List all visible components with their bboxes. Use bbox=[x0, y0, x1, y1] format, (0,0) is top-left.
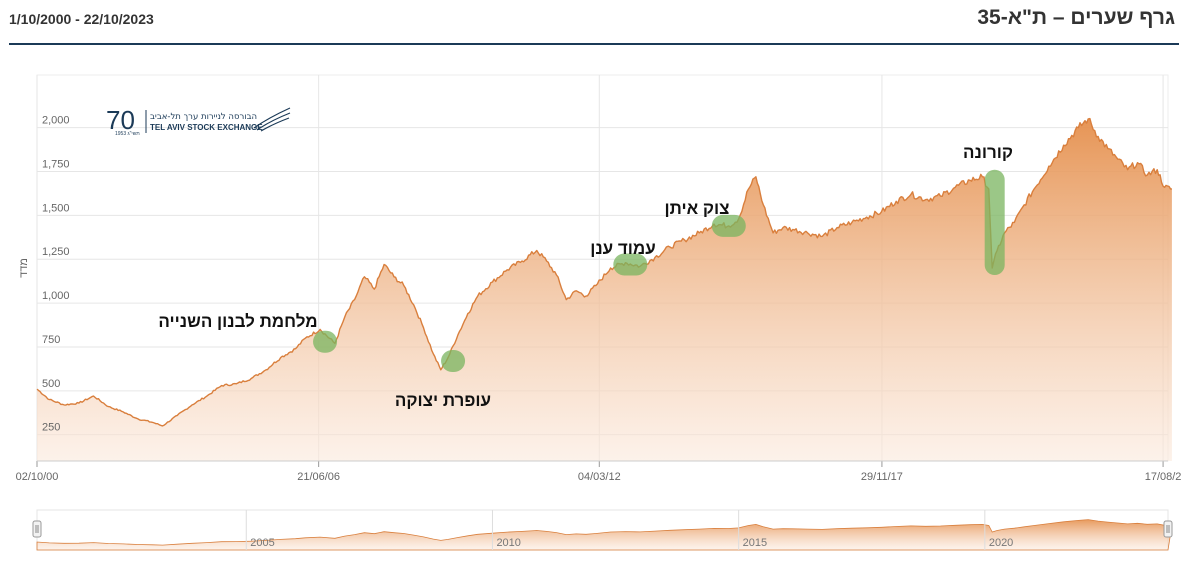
navigator-year-label: 2005 bbox=[250, 537, 274, 549]
x-tick-label: 02/10/00 bbox=[16, 471, 59, 483]
event-label: עמוד ענן bbox=[590, 239, 656, 258]
y-axis-label: מדד bbox=[18, 258, 30, 278]
chart-header: גרף שערים – ת"א-35 1/10/2000 - 22/10/202… bbox=[0, 0, 1181, 45]
logo-number: 70 bbox=[106, 105, 135, 135]
x-tick-label: 29/11/17 bbox=[861, 471, 903, 483]
y-axis: 250 500 750 1,000 1,250 1,500 1,750 2,000 bbox=[42, 115, 70, 434]
event-highlight[interactable] bbox=[441, 349, 466, 372]
navigator-year-label: 2020 bbox=[989, 537, 1013, 549]
logo-english-name: TEL AVIV STOCK EXCHANGE bbox=[150, 123, 263, 132]
event-highlight[interactable] bbox=[711, 214, 746, 237]
event-label: עופרת יצוקה bbox=[395, 391, 491, 410]
navigator-right-handle[interactable] bbox=[1163, 520, 1173, 538]
date-range: 1/10/2000 - 22/10/2023 bbox=[9, 11, 154, 27]
x-axis: 02/10/00 21/06/06 04/03/12 29/11/17 17/08/2 bbox=[16, 460, 1181, 483]
range-navigator[interactable]: 2005 2010 2015 2020 bbox=[32, 509, 1173, 551]
x-tick-label: 21/06/06 bbox=[297, 471, 340, 483]
price-area bbox=[36, 117, 1172, 461]
y-tick-label: 1,000 bbox=[42, 290, 70, 302]
price-area-fill bbox=[37, 118, 1172, 461]
page-title: גרף שערים – ת"א-35 bbox=[977, 6, 1175, 29]
event-highlight[interactable] bbox=[313, 330, 338, 353]
y-tick-label: 1,250 bbox=[42, 246, 70, 258]
y-tick-label: 500 bbox=[42, 378, 60, 390]
event-highlights: מלחמת לבנון השנייה עופרת יצוקה עמוד ענן צוק… bbox=[158, 143, 1013, 410]
y-tick-label: 1,750 bbox=[42, 159, 70, 171]
logo-waves-icon bbox=[253, 107, 291, 132]
navigator-left-handle[interactable] bbox=[32, 520, 42, 538]
event-highlight[interactable] bbox=[984, 169, 1005, 276]
tase-logo: 70 1953 תשי"ג הבורסה לניירות ערך תל-אביב… bbox=[106, 105, 291, 137]
navigator-year-label: 2015 bbox=[743, 537, 767, 549]
event-label: צוק איתן bbox=[664, 199, 729, 218]
x-tick-label: 04/03/12 bbox=[578, 471, 621, 483]
event-highlight[interactable] bbox=[613, 253, 648, 276]
price-line bbox=[36, 117, 1172, 427]
y-tick-label: 2,000 bbox=[42, 115, 70, 127]
y-tick-label: 1,500 bbox=[42, 202, 70, 214]
event-label: קורונה bbox=[963, 143, 1013, 162]
x-tick-label: 17/08/2 bbox=[1145, 471, 1181, 483]
y-tick-label: 250 bbox=[42, 422, 60, 434]
logo-hebrew-name: הבורסה לניירות ערך תל-אביב bbox=[150, 112, 257, 122]
y-tick-label: 750 bbox=[42, 334, 60, 346]
navigator-area bbox=[36, 519, 1173, 551]
event-label: מלחמת לבנון השנייה bbox=[158, 312, 317, 331]
logo-years: 1953 תשי"ג bbox=[115, 131, 140, 137]
header-divider bbox=[9, 43, 1179, 45]
navigator-year-label: 2010 bbox=[496, 537, 520, 549]
